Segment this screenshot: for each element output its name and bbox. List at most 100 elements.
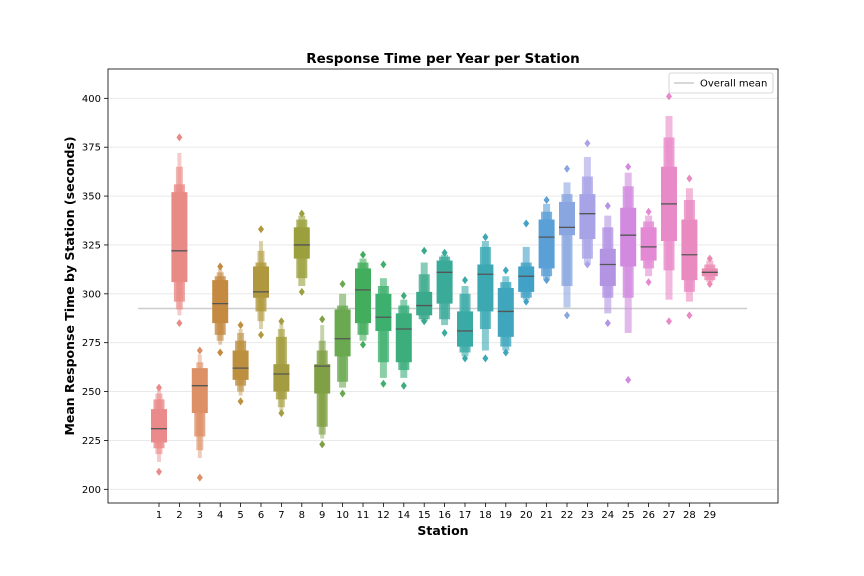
box-level-1 <box>355 268 371 324</box>
y-tick-label-350: 350 <box>82 192 101 203</box>
box-level-1 <box>538 219 555 269</box>
outlier-point <box>360 250 366 259</box>
outlier-point <box>156 383 162 392</box>
y-tick-label-300: 300 <box>82 289 101 300</box>
x-tick-label-8: 8 <box>299 510 305 521</box>
box-level-1 <box>620 207 637 267</box>
outlier-point <box>625 162 632 171</box>
boxen-station-29 <box>701 254 718 289</box>
x-tick-label-27: 27 <box>663 510 676 521</box>
x-tick-label-20: 20 <box>520 510 533 521</box>
box-level-1 <box>599 248 616 286</box>
chart-title: Response Time per Year per Station <box>306 51 580 67</box>
outlier-point <box>706 280 713 289</box>
legend-label-overall-mean: Overall mean <box>700 79 767 90</box>
box-level-1 <box>457 311 473 347</box>
outlier-point <box>523 297 530 306</box>
boxen-station-20 <box>518 219 535 306</box>
outlier-point <box>462 354 468 363</box>
boxen-station-17 <box>457 276 473 363</box>
outlier-point <box>666 92 672 101</box>
outlier-point <box>543 276 550 285</box>
outlier-point <box>298 209 305 218</box>
y-tick-label-200: 200 <box>82 485 101 496</box>
x-tick-label-25: 25 <box>622 510 635 521</box>
box-level-1 <box>212 280 229 324</box>
boxen-station-1 <box>151 383 167 476</box>
box-level-1 <box>293 227 310 259</box>
outlier-point <box>441 328 448 337</box>
box-level-1 <box>681 219 698 281</box>
outlier-point <box>258 330 264 339</box>
boxen-station-11 <box>355 250 371 349</box>
boxen-station-4 <box>212 262 229 357</box>
outlier-point <box>380 260 387 269</box>
outlier-point <box>645 207 652 216</box>
x-tick-label-11: 11 <box>357 510 370 521</box>
x-axis-ticks: 1 2 3 4 5 6 7 8 9 10 11 12 14 15 16 17 18 19 20 21 22 23 24 25 2… <box>156 503 716 521</box>
box-level-1 <box>253 266 269 298</box>
x-tick-label-16: 16 <box>438 510 451 521</box>
outlier-point <box>706 254 713 263</box>
outlier-point <box>319 440 326 449</box>
box-level-1 <box>477 264 494 312</box>
boxen-station-16 <box>436 248 453 337</box>
outlier-point <box>625 375 632 384</box>
outlier-point <box>421 317 428 326</box>
outlier-point <box>360 340 366 349</box>
outlier-point <box>176 133 183 142</box>
outlier-point <box>584 139 591 148</box>
x-tick-label-12: 12 <box>377 510 390 521</box>
box-level-1 <box>375 293 392 331</box>
x-tick-label-19: 19 <box>499 510 512 521</box>
boxen-plots <box>151 92 718 482</box>
outlier-point <box>523 219 530 228</box>
boxen-station-22 <box>559 164 575 320</box>
x-tick-label-24: 24 <box>601 510 614 521</box>
boxen-station-23 <box>579 139 596 269</box>
x-tick-label-9: 9 <box>319 510 325 521</box>
x-tick-label-3: 3 <box>197 510 203 521</box>
y-tick-label-325: 325 <box>82 240 101 251</box>
boxen-station-5 <box>232 321 249 406</box>
outlier-point <box>502 348 509 357</box>
y-axis-title: Mean Response Time by Station (seconds) <box>62 136 77 435</box>
boxen-station-7 <box>273 317 290 418</box>
box-level-1 <box>151 409 167 443</box>
x-tick-label-22: 22 <box>561 510 574 521</box>
outlier-point <box>217 262 224 271</box>
x-tick-label-1: 1 <box>156 510 162 521</box>
outlier-point <box>237 397 244 406</box>
boxen-station-24 <box>599 201 616 328</box>
outlier-point <box>196 346 203 355</box>
outlier-point <box>462 276 468 285</box>
outlier-point <box>604 201 611 210</box>
x-tick-label-2: 2 <box>176 510 182 521</box>
y-axis-ticks: 200 225 250 275 300 325 350 375 400 <box>82 94 108 496</box>
outlier-point <box>604 319 611 328</box>
x-tick-label-5: 5 <box>237 510 243 521</box>
box-level-1 <box>579 194 596 240</box>
box-level-2 <box>561 194 573 286</box>
boxen-station-15 <box>416 246 433 326</box>
outlier-point <box>298 287 305 296</box>
outlier-point <box>421 246 428 255</box>
outlier-point <box>584 260 591 269</box>
outlier-point <box>482 354 489 363</box>
box-level-1 <box>518 266 535 292</box>
outlier-point <box>319 315 326 324</box>
x-tick-label-7: 7 <box>278 510 284 521</box>
x-axis-title: Station <box>417 523 468 538</box>
outlier-point <box>156 467 162 476</box>
x-tick-label-6: 6 <box>258 510 264 521</box>
outlier-point <box>686 311 693 320</box>
outlier-point <box>400 381 407 390</box>
x-tick-label-15: 15 <box>418 510 431 521</box>
boxen-station-10 <box>334 280 351 398</box>
box-level-1 <box>395 313 412 363</box>
outlier-point <box>502 266 509 275</box>
x-tick-label-14: 14 <box>397 510 410 521</box>
outlier-point <box>196 473 203 482</box>
